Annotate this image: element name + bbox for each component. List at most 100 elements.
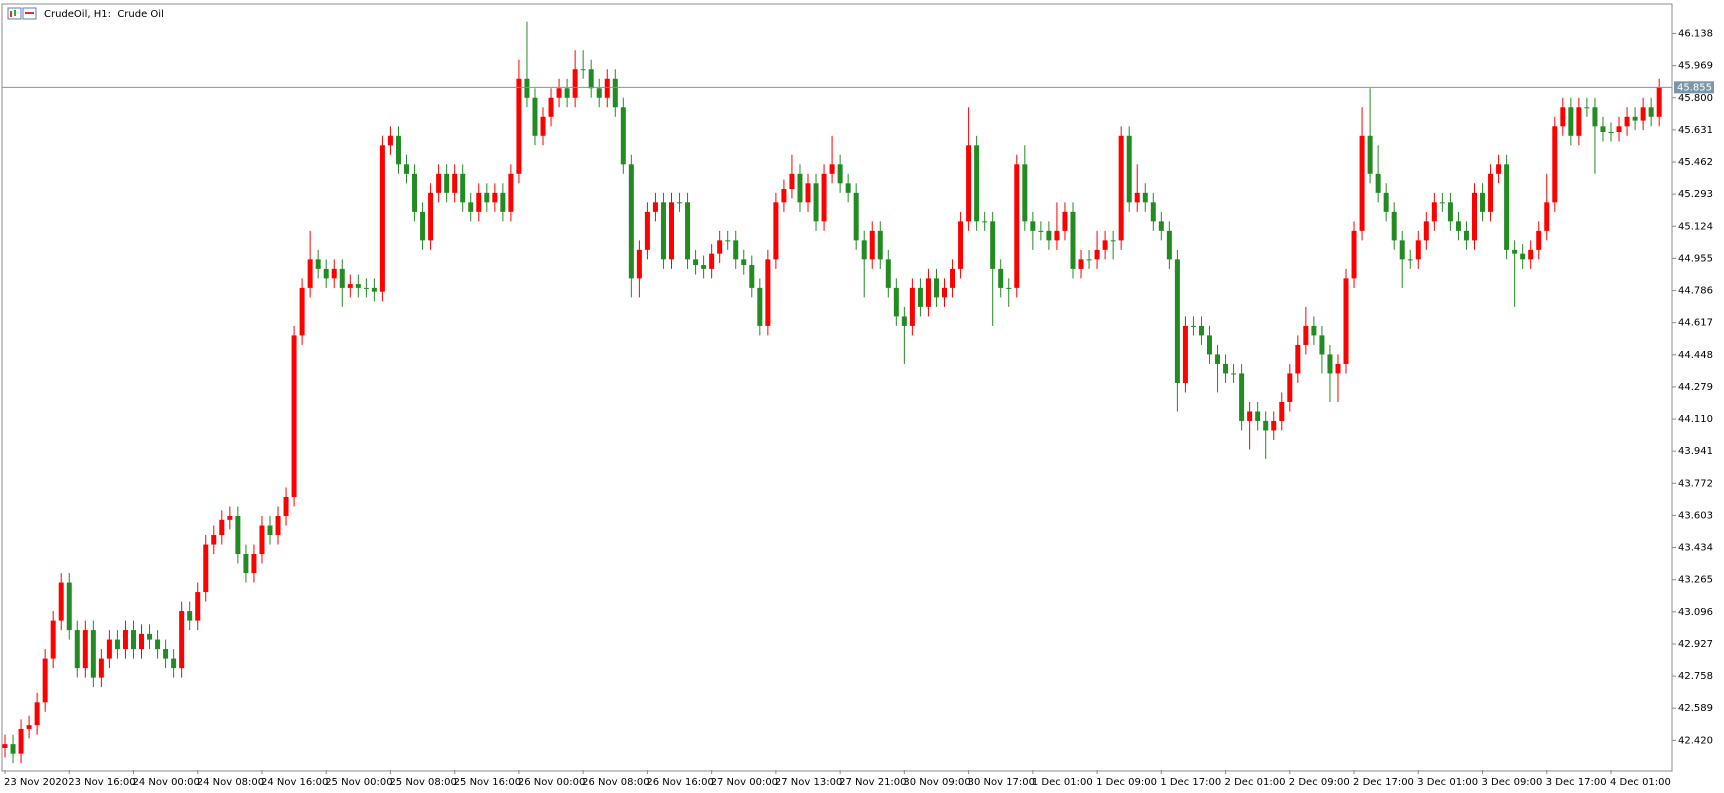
candle-body	[1263, 420, 1269, 431]
candle-body	[436, 173, 442, 193]
candle-body	[845, 183, 851, 193]
candle-body	[1375, 173, 1381, 193]
candle-body	[709, 253, 715, 269]
x-tick-label: 24 Nov 00:00	[132, 777, 199, 788]
x-tick-label: 26 Nov 08:00	[582, 777, 649, 788]
candle-body	[1182, 325, 1188, 383]
candle-body	[1078, 259, 1084, 269]
candle-body	[1014, 164, 1020, 288]
candle-body	[950, 268, 956, 288]
candle-body	[251, 554, 257, 574]
candle-body	[1030, 221, 1036, 231]
candle-body	[1439, 202, 1445, 204]
x-tick-label: 1 Dec 01:00	[1032, 777, 1093, 788]
candle-body	[1544, 202, 1550, 231]
candle-body	[227, 516, 233, 520]
x-tick-label: 23 Nov 2020	[4, 777, 68, 788]
candle-body	[821, 173, 827, 222]
candle-body	[668, 202, 674, 260]
y-tick-label: 43.434	[1678, 543, 1713, 554]
candle-body	[636, 249, 642, 279]
x-tick-label: 1 Dec 17:00	[1160, 777, 1221, 788]
candle-body	[901, 316, 907, 326]
x-tick-label: 24 Nov 16:00	[261, 777, 328, 788]
y-tick-label: 43.096	[1678, 607, 1713, 618]
candle-body	[1608, 131, 1614, 133]
candle-body	[1536, 230, 1542, 250]
x-tick-label: 26 Nov 16:00	[646, 777, 713, 788]
candle-body	[1279, 401, 1285, 421]
candle-body	[1455, 221, 1461, 231]
y-tick-label: 43.941	[1678, 446, 1713, 457]
candle-body	[1319, 335, 1325, 355]
candle-body	[452, 173, 458, 193]
x-tick-label: 30 Nov 17:00	[968, 777, 1035, 788]
x-tick-label: 2 Dec 09:00	[1289, 777, 1350, 788]
candle-body	[1255, 411, 1261, 421]
plot-frame	[1, 3, 1673, 772]
candle-body	[701, 265, 707, 269]
candle-body	[1086, 259, 1092, 261]
candle-body	[18, 728, 24, 754]
y-tick-label: 44.279	[1678, 382, 1713, 393]
candle-body	[1311, 325, 1317, 336]
candle-body	[797, 173, 803, 203]
candle-body	[1022, 164, 1028, 222]
y-tick-label: 43.603	[1678, 510, 1713, 521]
candle-body	[564, 88, 570, 98]
candle-body	[66, 582, 72, 631]
candle-body	[395, 135, 401, 165]
candle-body	[122, 630, 128, 650]
candle-body	[540, 116, 546, 136]
candle-body	[1496, 164, 1502, 174]
candle-body	[355, 284, 361, 288]
candle-body	[998, 268, 1004, 288]
candle-body	[420, 211, 426, 241]
candle-body	[1624, 116, 1630, 127]
candle-body	[877, 230, 883, 260]
candle-body	[1223, 363, 1229, 374]
candle-body	[203, 544, 209, 593]
candle-body	[1447, 202, 1453, 222]
candle-body	[1616, 126, 1622, 132]
candle-body	[1407, 259, 1413, 261]
candle-body	[693, 259, 699, 266]
candle-body	[741, 259, 747, 266]
candle-body	[974, 145, 980, 222]
candle-body	[187, 611, 193, 621]
candle-body	[331, 268, 337, 279]
candle-body	[428, 192, 434, 241]
candle-body	[1126, 135, 1132, 203]
candle-body	[1488, 173, 1494, 212]
candle-body	[1054, 230, 1060, 241]
y-tick-label: 44.448	[1678, 350, 1713, 361]
candle-body	[155, 639, 161, 650]
candle-body	[1327, 354, 1333, 374]
y-tick-label: 45.631	[1678, 125, 1713, 136]
x-tick-label: 2 Dec 17:00	[1353, 777, 1414, 788]
x-tick-label: 3 Dec 17:00	[1546, 777, 1607, 788]
candle-body	[805, 183, 811, 203]
candle-body	[1343, 278, 1349, 364]
candle-body	[596, 88, 602, 98]
x-tick-label: 1 Dec 09:00	[1096, 777, 1157, 788]
candle-body	[275, 516, 281, 536]
y-tick-label: 45.800	[1678, 93, 1713, 104]
candle-body	[1576, 107, 1582, 136]
candle-body	[1471, 192, 1477, 241]
candle-body	[235, 516, 241, 555]
candle-body	[484, 192, 490, 203]
candle-body	[1158, 221, 1164, 231]
candle-body	[1367, 135, 1373, 174]
candle-body	[1552, 126, 1558, 203]
candle-body	[885, 259, 891, 288]
candle-body	[1415, 240, 1421, 260]
candle-body	[1600, 126, 1606, 132]
candle-body	[1094, 249, 1100, 260]
candle-body	[1359, 135, 1365, 231]
x-tick-label: 25 Nov 08:00	[389, 777, 456, 788]
candle-body	[412, 173, 418, 212]
candle-body	[532, 97, 538, 136]
